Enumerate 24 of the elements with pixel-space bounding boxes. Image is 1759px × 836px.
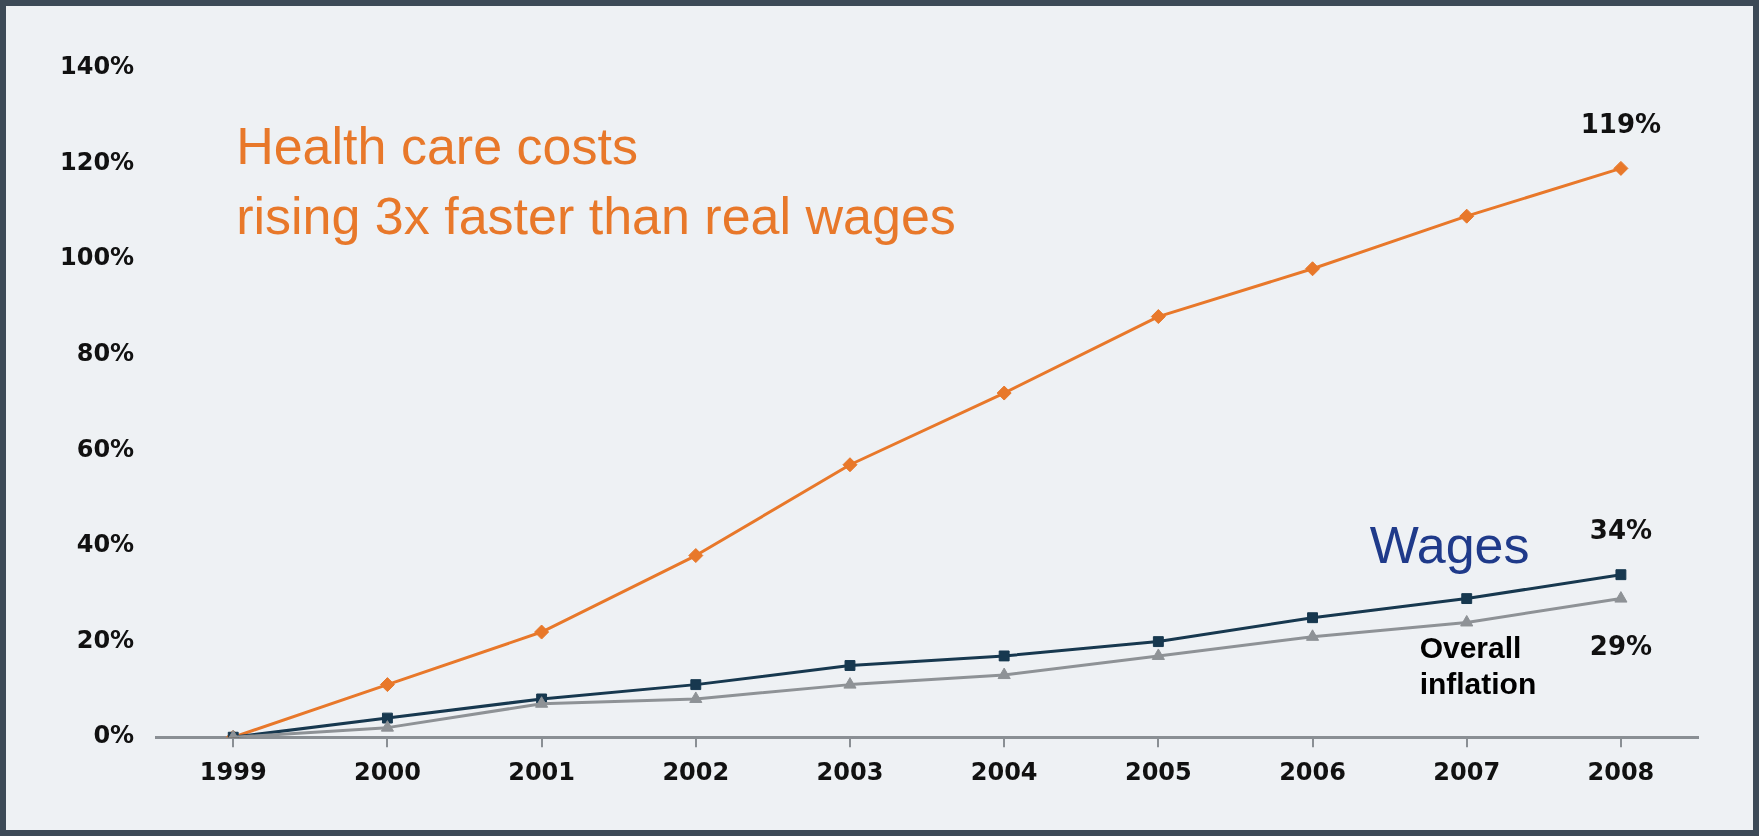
- x-tick-label: 2001: [508, 757, 576, 786]
- x-tick-label: 2003: [816, 757, 884, 786]
- data-label: 29%: [1589, 631, 1653, 662]
- data-label: 119%: [1580, 109, 1662, 140]
- x-tick-label: 2007: [1433, 757, 1501, 786]
- y-tick-label: 80%: [76, 339, 135, 368]
- x-tick-label: 2002: [662, 757, 730, 786]
- x-tick-label: 1999: [199, 757, 267, 786]
- y-tick-label: 60%: [76, 434, 135, 463]
- x-tick-label: 2005: [1124, 757, 1192, 786]
- x-tick-label: 2006: [1279, 757, 1346, 786]
- x-tick-label: 2000: [354, 757, 421, 786]
- y-tick-label: 100%: [59, 243, 135, 272]
- x-tick-label: 2008: [1587, 757, 1655, 786]
- y-tick-label: 120%: [59, 147, 135, 176]
- x-tick-label: 2004: [970, 757, 1038, 786]
- y-tick-label: 40%: [76, 530, 135, 559]
- data-label: 34%: [1589, 515, 1653, 546]
- series-label: Wages: [1369, 515, 1530, 574]
- series-label: Overall inflation: [1419, 630, 1537, 700]
- y-tick-label: 140%: [59, 52, 135, 81]
- y-tick-label: 20%: [76, 625, 135, 654]
- text: Health care costs rising 3x faster than real wages: [236, 117, 956, 245]
- y-tick-label: 0%: [93, 721, 135, 750]
